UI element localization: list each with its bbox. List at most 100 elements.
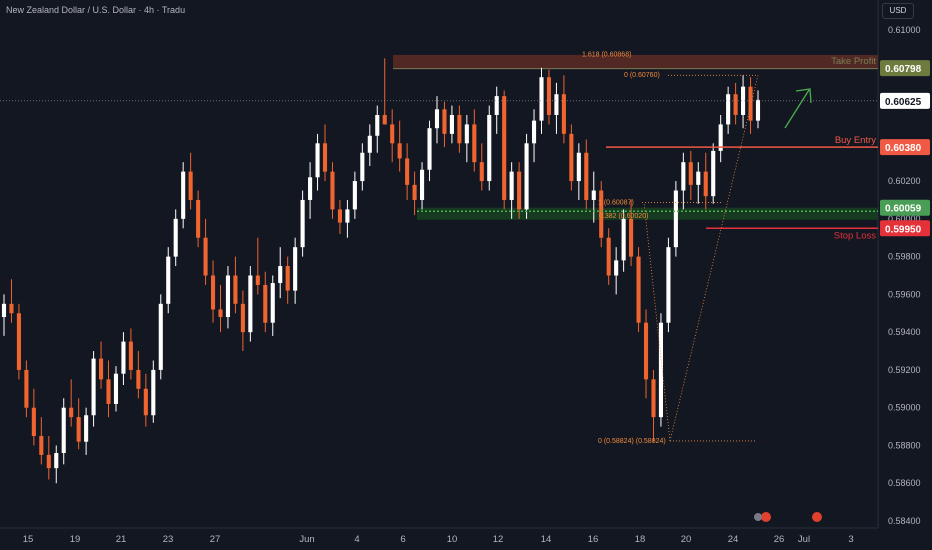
candle (16, 313, 21, 370)
candle (69, 407, 74, 418)
candle (98, 358, 104, 380)
candle (606, 237, 611, 276)
candle (300, 199, 305, 248)
take-profit-label: Take Profit (831, 56, 876, 67)
candle (173, 218, 178, 257)
buy-entry-price-label: 0.60380 (885, 143, 922, 154)
x-tick-label: 4 (354, 534, 359, 545)
candle (517, 171, 522, 210)
candle (270, 283, 275, 323)
candle (225, 275, 231, 318)
candle (569, 133, 574, 182)
candle (479, 162, 484, 182)
candle (255, 275, 260, 285)
candle (554, 94, 559, 115)
x-tick-label: Jun (299, 534, 314, 545)
candle (681, 162, 686, 191)
y-tick-label: 0.58800 (888, 440, 921, 450)
event-flag-icon[interactable] (812, 512, 822, 522)
candle (741, 86, 746, 115)
x-tick-label: 10 (447, 534, 458, 545)
candle (308, 177, 313, 200)
candle (673, 190, 678, 248)
candle (703, 171, 708, 197)
y-tick-label: 0.59600 (888, 289, 921, 299)
candle (31, 407, 36, 437)
candle (196, 199, 201, 238)
candle (494, 96, 499, 115)
x-tick-label: 27 (210, 534, 221, 545)
candle (733, 94, 738, 115)
candle (412, 184, 417, 200)
candle (322, 143, 328, 172)
y-tick-label: 0.60200 (888, 176, 921, 186)
x-tick-label: 16 (588, 534, 599, 545)
stop-loss-price-label: 0.59950 (885, 224, 922, 235)
candle (166, 256, 171, 304)
candle (599, 190, 604, 238)
candle (651, 379, 656, 418)
candle (390, 124, 395, 144)
y-tick-label: 0.59400 (888, 327, 921, 337)
candle (24, 369, 29, 408)
fib-diagonal-left (643, 202, 671, 441)
candle (76, 417, 81, 442)
x-tick-label: 12 (493, 534, 504, 545)
candle (263, 284, 268, 323)
y-tick-label: 0.60000 (888, 214, 921, 224)
candle (39, 436, 44, 455)
candle (210, 275, 216, 310)
candle (293, 247, 298, 291)
currency-button[interactable]: USD (882, 3, 914, 19)
trend-arrow-head (795, 88, 812, 104)
candle (136, 369, 141, 389)
candle (188, 171, 193, 200)
x-tick-label: 6 (400, 534, 405, 545)
take-profit-line (393, 68, 878, 70)
candle (9, 303, 14, 314)
candle (614, 260, 619, 276)
current-price-price-label: 0.60625 (885, 97, 922, 108)
candle (345, 209, 350, 223)
candle (472, 124, 477, 163)
candle (1, 303, 7, 318)
candle (352, 181, 357, 210)
candle (509, 171, 514, 200)
y-tick-label: 0.59200 (888, 365, 921, 375)
fib-label: 0 (0.58824) (0.58824) (598, 438, 666, 445)
candle (46, 454, 51, 469)
candle (420, 169, 425, 200)
buy-entry-label: Buy Entry (835, 135, 876, 146)
take-profit-price-label: 0.60798 (885, 64, 922, 75)
candle (218, 309, 223, 318)
stop-loss-label: Stop Loss (834, 230, 876, 241)
fib-label: 0 (0.60760) (624, 72, 660, 79)
candle (151, 369, 156, 416)
candle (524, 143, 529, 210)
fib-extension-zone (393, 54, 878, 69)
candle (54, 453, 59, 469)
candle (91, 358, 96, 416)
candle (726, 94, 731, 125)
candle (464, 124, 469, 144)
candle (636, 256, 641, 323)
candle (696, 171, 701, 185)
candle (539, 77, 544, 121)
fib-label: 0.382 (0.60020) (599, 213, 648, 220)
x-tick-label: Jul (798, 534, 810, 545)
event-icon[interactable] (754, 513, 762, 521)
x-tick-label: 23 (163, 534, 174, 545)
event-flag-icon[interactable] (761, 512, 771, 522)
support-price-label: 0.60059 (885, 204, 922, 215)
candle (143, 388, 148, 416)
trend-arrow (784, 89, 810, 129)
candle (337, 209, 342, 223)
support-price-tag (880, 199, 930, 216)
candle (360, 152, 365, 182)
fib-label: 1 (0.60087) (598, 199, 634, 206)
x-tick-label: 14 (541, 534, 552, 545)
candle (121, 341, 126, 374)
candle (502, 96, 507, 200)
candle (457, 114, 462, 144)
